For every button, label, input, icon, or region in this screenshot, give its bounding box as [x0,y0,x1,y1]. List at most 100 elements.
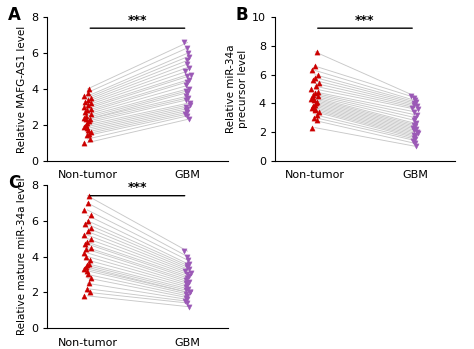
Point [313,49,321,54]
Point [87,106,95,111]
Point [182,288,190,293]
Point [84,127,91,133]
Point [411,141,419,146]
Point [183,113,191,119]
Point [185,86,192,92]
Point [84,200,91,206]
Point [187,270,194,275]
Point [185,273,193,279]
Point [86,290,93,295]
Point [82,113,90,119]
Point [86,257,94,263]
Point [86,86,93,92]
Point [82,241,89,247]
Point [80,124,88,129]
Point [82,222,89,227]
Point [81,207,88,213]
Point [412,143,420,149]
Point [183,275,191,281]
Text: ***: *** [355,14,375,27]
Point [84,218,91,224]
Point [85,118,92,124]
Point [80,293,88,299]
Point [80,250,88,256]
Point [83,263,91,268]
Point [309,92,317,97]
Point [180,248,187,254]
Point [310,95,317,101]
Point [185,279,192,284]
Point [185,304,192,310]
Point [182,88,190,94]
Point [186,290,193,295]
Point [87,111,94,117]
Point [187,72,194,77]
Point [185,261,192,267]
Point [87,245,94,250]
Point [182,298,189,304]
Point [410,132,418,138]
Point [411,115,419,120]
Point [414,131,421,136]
Point [410,128,417,133]
Point [183,300,191,306]
Point [84,229,92,234]
Point [83,133,91,138]
Point [80,104,87,110]
Point [310,98,318,103]
Point [183,263,191,268]
Point [183,74,191,79]
Point [87,236,95,242]
Point [182,284,190,290]
Point [81,93,88,99]
Point [83,107,91,113]
Point [183,106,191,111]
Point [185,117,192,122]
Point [84,90,91,95]
Y-axis label: Relative miR-34a
precursor level: Relative miR-34a precursor level [226,45,248,133]
Point [409,105,416,110]
Point [412,99,420,105]
Point [312,83,319,89]
Point [186,65,193,70]
Point [84,102,92,108]
Point [308,105,315,110]
Point [184,95,192,101]
Point [84,272,91,277]
Point [183,45,191,51]
Point [411,133,419,139]
Point [315,109,323,115]
Text: ***: *** [128,14,147,27]
Point [314,93,322,99]
Point [86,193,93,199]
Point [410,135,418,140]
Point [83,126,91,131]
Point [183,293,191,299]
Point [410,95,418,101]
Point [184,286,192,291]
Point [80,266,88,272]
Point [407,93,415,99]
Y-axis label: Relative MAFG-AS1 level: Relative MAFG-AS1 level [17,25,27,153]
Point [410,118,418,123]
Point [184,257,191,263]
Point [307,86,315,92]
Point [86,136,93,142]
Point [413,129,421,135]
Point [308,96,315,102]
Point [410,101,418,106]
Point [82,117,90,122]
Point [186,102,194,108]
Point [88,275,95,281]
Point [185,77,193,83]
Point [410,109,418,115]
Point [88,129,95,135]
Point [182,97,190,103]
Point [311,107,319,113]
Point [80,232,87,238]
Point [411,98,419,103]
Point [182,107,190,113]
Point [80,115,88,120]
Point [182,291,190,297]
Point [310,103,317,109]
